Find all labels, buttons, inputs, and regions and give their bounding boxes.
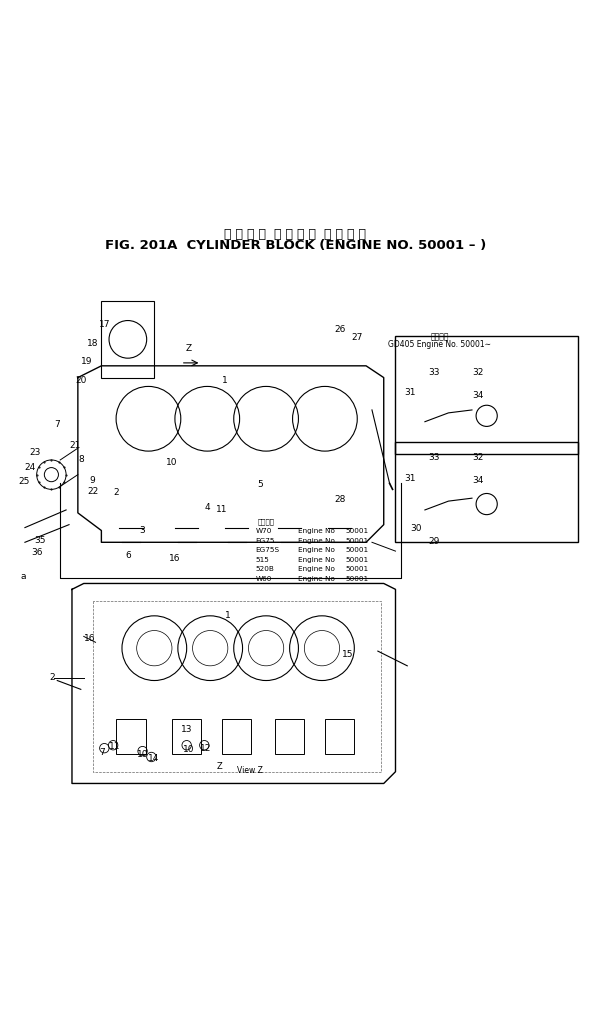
Text: Engine No: Engine No [298, 576, 335, 581]
Bar [116, 719, 145, 754]
Text: a: a [21, 572, 27, 581]
Text: 50001: 50001 [346, 537, 369, 544]
Text: 14: 14 [148, 754, 159, 764]
Text: W60: W60 [255, 576, 272, 581]
Text: EG75S: EG75S [255, 548, 280, 554]
Text: 22: 22 [87, 487, 98, 496]
Text: Engine No: Engine No [298, 528, 335, 534]
Text: 17: 17 [99, 320, 110, 330]
Text: 7: 7 [100, 748, 105, 757]
Bar [102, 301, 154, 377]
Text: 34: 34 [472, 477, 483, 486]
Text: 50001: 50001 [346, 576, 369, 581]
Text: Z: Z [216, 762, 222, 771]
Text: Z: Z [186, 344, 191, 353]
Text: 50001: 50001 [346, 566, 369, 572]
Text: 32: 32 [472, 453, 483, 462]
Text: 33: 33 [428, 368, 440, 376]
Text: Engine No: Engine No [298, 566, 335, 572]
Text: 31: 31 [404, 388, 416, 397]
Text: 27: 27 [352, 333, 363, 342]
Text: Engine No: Engine No [298, 537, 335, 544]
Text: 10: 10 [183, 745, 194, 753]
Text: 28: 28 [334, 495, 345, 504]
Bar [222, 719, 251, 754]
Text: 1: 1 [225, 611, 230, 621]
Text: 9: 9 [90, 476, 95, 485]
Text: 16: 16 [84, 635, 95, 643]
Text: 7: 7 [54, 420, 60, 429]
Text: 18: 18 [87, 339, 98, 348]
Text: 適用号機: 適用号機 [430, 333, 449, 342]
Bar [172, 719, 202, 754]
Text: 23: 23 [30, 448, 41, 457]
Text: 25: 25 [18, 478, 30, 486]
Text: 8: 8 [78, 455, 84, 464]
Bar [395, 337, 578, 454]
Text: 30: 30 [410, 524, 422, 533]
Text: 515: 515 [255, 557, 269, 563]
Text: 50001: 50001 [346, 528, 369, 534]
Text: 26: 26 [334, 324, 345, 334]
Text: 32: 32 [472, 368, 483, 376]
Text: 5: 5 [257, 481, 263, 489]
Text: 520B: 520B [255, 566, 274, 572]
Text: FIG. 201A  CYLINDER BLOCK (ENGINE NO. 50001 – ): FIG. 201A CYLINDER BLOCK (ENGINE NO. 500… [105, 239, 486, 252]
Text: 35: 35 [34, 536, 46, 546]
Text: 50001: 50001 [346, 557, 369, 563]
Text: 4: 4 [204, 503, 210, 511]
Text: 31: 31 [404, 474, 416, 483]
Text: 3: 3 [139, 526, 145, 535]
Text: 2: 2 [50, 673, 56, 682]
Text: 10: 10 [137, 749, 148, 758]
Text: 34: 34 [472, 391, 483, 401]
Text: 11: 11 [216, 505, 228, 514]
Text: 24: 24 [24, 462, 35, 472]
Text: 6: 6 [125, 551, 131, 560]
Bar [275, 719, 304, 754]
Text: GD405 Engine No. 50001∼: GD405 Engine No. 50001∼ [388, 340, 491, 349]
Text: 33: 33 [428, 453, 440, 462]
Text: 50001: 50001 [346, 548, 369, 554]
Text: シ リ ン ダ  ブ ロ ッ ク  適 用 号 機: シ リ ン ダ ブ ロ ッ ク 適 用 号 機 [225, 227, 366, 240]
Text: 29: 29 [428, 536, 440, 546]
Text: 36: 36 [31, 549, 43, 558]
Text: W70: W70 [255, 528, 272, 534]
Text: 10: 10 [166, 458, 178, 467]
Text: Engine No: Engine No [298, 557, 335, 563]
Text: 16: 16 [169, 555, 181, 563]
Text: 12: 12 [200, 743, 212, 752]
Text: 適用機種: 適用機種 [257, 518, 274, 525]
Text: 20: 20 [75, 376, 86, 385]
Text: View Z: View Z [236, 766, 262, 775]
Text: 13: 13 [181, 725, 193, 734]
Text: 15: 15 [342, 650, 353, 658]
Bar [395, 442, 578, 542]
Text: 1: 1 [222, 376, 228, 385]
Text: 19: 19 [81, 357, 92, 366]
Text: 2: 2 [113, 488, 119, 497]
Text: Engine No: Engine No [298, 548, 335, 554]
Text: EG75: EG75 [255, 537, 275, 544]
Bar [325, 719, 355, 754]
Text: 11: 11 [109, 742, 120, 751]
Text: 21: 21 [69, 441, 80, 450]
